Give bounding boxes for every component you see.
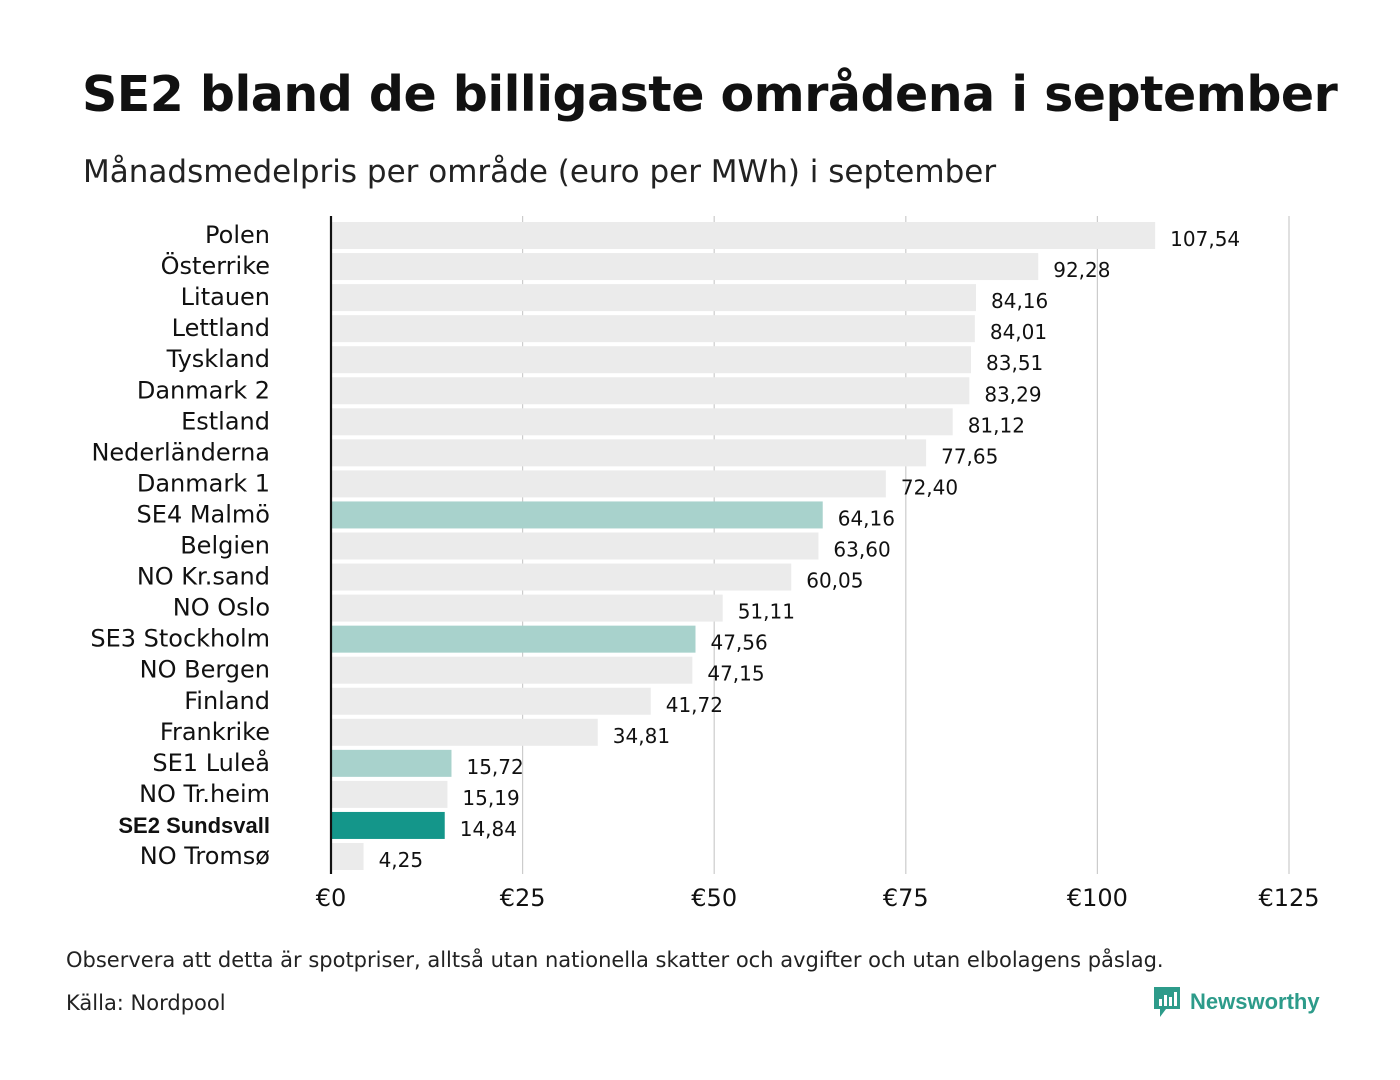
category-label: Estland <box>181 407 270 435</box>
bar <box>331 811 445 839</box>
x-tick-label: €50 <box>691 884 737 912</box>
category-label: NO Bergen <box>140 656 270 684</box>
bar <box>331 253 1039 281</box>
x-tick-label: €100 <box>1067 884 1128 912</box>
category-label: NO Tr.heim <box>139 780 270 808</box>
category-label: SE4 Malmö <box>137 500 270 528</box>
bar <box>331 470 886 498</box>
value-label: 92,28 <box>1053 258 1110 282</box>
category-label: Danmark 2 <box>137 376 270 404</box>
category-label: Lettland <box>172 314 270 342</box>
category-label: NO Tromsø <box>140 842 270 870</box>
bar <box>331 284 977 312</box>
bar <box>331 625 696 653</box>
bar <box>331 594 723 622</box>
newsworthy-logo-icon <box>1154 987 1180 1017</box>
bar <box>331 843 364 870</box>
x-tick-label: €75 <box>883 884 929 912</box>
value-label: 15,72 <box>466 755 523 779</box>
bar <box>331 532 819 560</box>
value-label: 15,19 <box>462 786 519 810</box>
value-label: 84,01 <box>990 320 1047 344</box>
chart-subtitle: Månadsmedelpris per område (euro per MWh… <box>83 154 997 190</box>
bar <box>331 749 452 777</box>
bar <box>331 222 1156 249</box>
x-tick-label: €25 <box>500 884 546 912</box>
value-label: 34,81 <box>613 724 670 748</box>
bar <box>331 780 448 808</box>
bar <box>331 718 598 746</box>
category-label: Litauen <box>181 283 270 311</box>
brand-logo[interactable]: Newsworthy <box>1152 985 1320 1019</box>
category-label: Frankrike <box>160 718 270 746</box>
category-label: NO Kr.sand <box>137 563 270 591</box>
value-label: 4,25 <box>379 848 424 872</box>
bar <box>331 377 970 405</box>
chart-title: SE2 bland de billigaste områdena i septe… <box>82 66 1338 123</box>
bar <box>331 346 972 374</box>
category-label: Tyskland <box>166 345 270 373</box>
value-label: 41,72 <box>666 693 723 717</box>
value-label: 63,60 <box>833 538 890 562</box>
bar <box>331 656 693 684</box>
category-label: Belgien <box>180 532 270 560</box>
category-label: Finland <box>184 687 270 715</box>
category-label: Polen <box>205 221 270 249</box>
bar <box>331 687 651 715</box>
value-label: 81,12 <box>968 413 1025 437</box>
value-label: 107,54 <box>1170 227 1240 251</box>
category-label: Danmark 1 <box>137 469 270 497</box>
category-label: Nederländerna <box>91 438 270 466</box>
category-label: SE3 Stockholm <box>90 625 270 653</box>
brand-name: Newsworthy <box>1190 989 1320 1014</box>
value-label: 51,11 <box>738 600 795 624</box>
footnote: Observera att detta är spotpriser, allts… <box>66 948 1164 972</box>
category-label: Österrike <box>161 251 270 280</box>
value-label: 47,15 <box>707 662 764 686</box>
source-note: Källa: Nordpool <box>66 991 226 1015</box>
category-label: NO Oslo <box>173 594 270 622</box>
value-label: 84,16 <box>991 289 1048 313</box>
value-label: 47,56 <box>710 631 767 655</box>
x-tick-label: €0 <box>316 884 347 912</box>
bar <box>331 501 823 529</box>
value-label: 60,05 <box>806 569 863 593</box>
bar <box>331 408 953 436</box>
value-label: 77,65 <box>941 444 998 468</box>
value-label: 14,84 <box>460 817 517 841</box>
value-label: 83,51 <box>986 351 1043 375</box>
category-label: SE1 Luleå <box>152 748 270 777</box>
bar <box>331 315 975 343</box>
bar <box>331 563 792 591</box>
x-tick-label: €125 <box>1258 884 1319 912</box>
value-label: 72,40 <box>901 475 958 499</box>
value-label: 64,16 <box>838 506 895 530</box>
bar <box>331 439 927 467</box>
value-label: 83,29 <box>984 382 1041 406</box>
category-label: SE2 Sundsvall <box>118 813 270 838</box>
